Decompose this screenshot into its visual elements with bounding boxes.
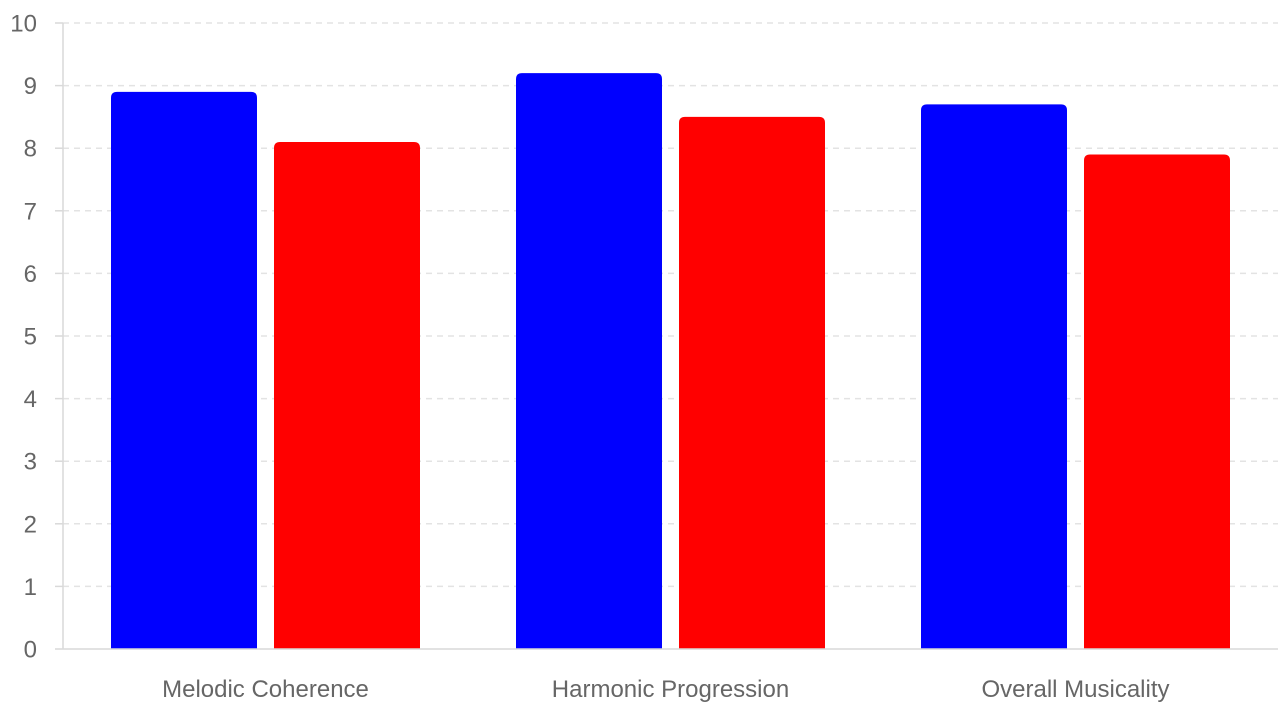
bars <box>111 73 1230 650</box>
y-tick-label: 2 <box>24 511 37 538</box>
y-tick-label: 6 <box>24 261 37 288</box>
x-tick-label: Harmonic Progression <box>552 676 789 703</box>
bar-series-2-harmonic-progression <box>679 116 825 649</box>
y-tick-label: 7 <box>24 198 37 225</box>
y-tick-label: 4 <box>24 386 37 413</box>
y-tick-label: 0 <box>24 637 37 664</box>
y-axis: 0 1 2 3 4 5 6 7 8 9 10 <box>10 11 64 664</box>
y-tick-label: 9 <box>24 73 37 100</box>
bar-series-2-overall-musicality <box>1084 154 1230 649</box>
y-tick-label: 1 <box>24 574 37 601</box>
y-tick-label: 10 <box>10 11 37 38</box>
x-tick-label: Melodic Coherence <box>162 676 369 703</box>
bar-series-1-melodic-coherence <box>111 91 257 650</box>
bar-series-1-overall-musicality <box>921 104 1067 649</box>
x-axis: Melodic Coherence Harmonic Progression Ove… <box>63 648 1278 703</box>
y-tick-label: 8 <box>24 136 37 163</box>
bar-series-2-melodic-coherence <box>274 141 420 649</box>
y-tick-label: 3 <box>24 449 37 476</box>
y-tick-label: 5 <box>24 324 37 351</box>
bar-series-1-harmonic-progression <box>516 73 662 649</box>
gridlines <box>63 22 1278 588</box>
x-tick-label: Overall Musicality <box>981 676 1169 703</box>
